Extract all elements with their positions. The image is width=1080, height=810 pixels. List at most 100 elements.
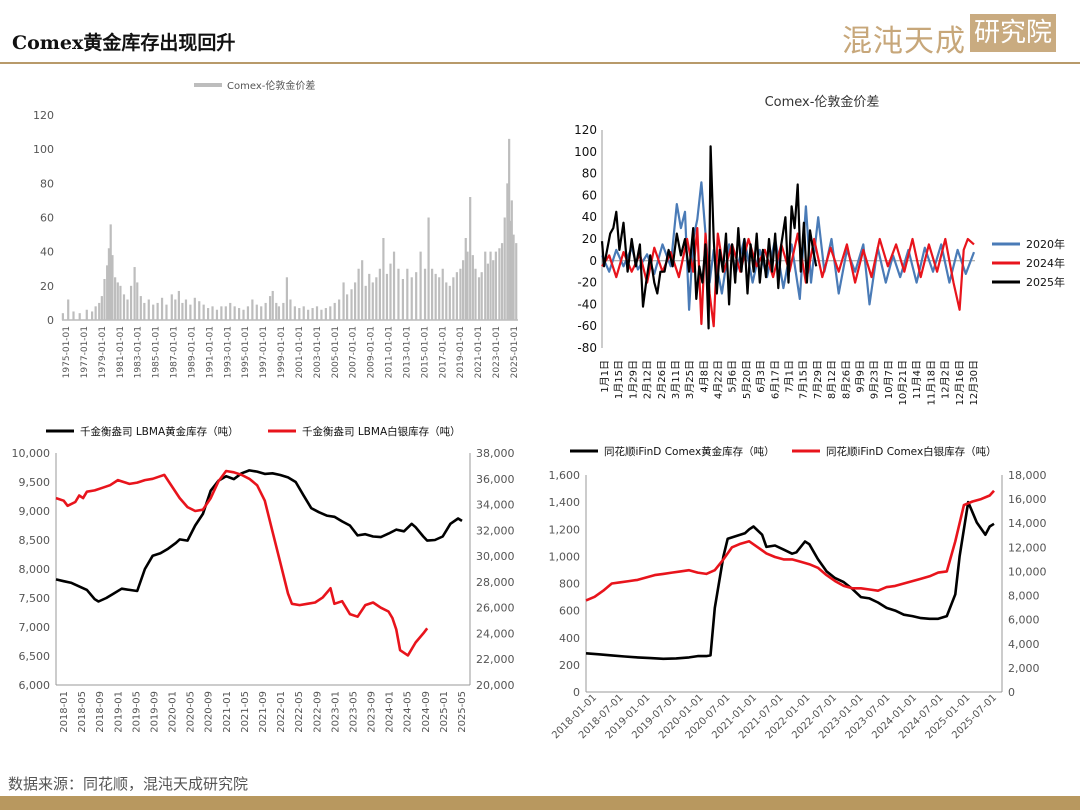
x-tick-label: 10月21日 xyxy=(897,360,909,405)
y-tick-label: 1,600 xyxy=(549,469,581,482)
y2-tick-label: 4,000 xyxy=(1008,638,1040,651)
y-tick-label: 9,000 xyxy=(19,505,51,518)
y2-tick-label: 20,000 xyxy=(476,679,515,692)
series-line xyxy=(585,500,995,661)
x-tick-label: 5月20日 xyxy=(741,360,753,399)
header-divider xyxy=(0,62,1080,64)
y-tick-label: 100 xyxy=(574,145,597,159)
y2-tick-label: 30,000 xyxy=(476,550,515,563)
x-tick-label: 2024-09 xyxy=(421,691,432,733)
x-tick-label: 12月16日 xyxy=(954,360,966,405)
y2-tick-label: 24,000 xyxy=(476,627,515,640)
logo-text: 混沌天成 xyxy=(842,24,966,59)
x-tick-label: 9月9日 xyxy=(854,360,866,393)
y-tick-label: 0 xyxy=(589,254,597,268)
legend-label: 2025年 xyxy=(1026,275,1065,289)
y2-tick-label: 0 xyxy=(1008,686,1015,699)
y-tick-label: 0 xyxy=(47,314,54,327)
y2-tick-label: 38,000 xyxy=(476,447,515,460)
y-tick-label: 600 xyxy=(559,605,580,618)
x-tick-label: 2018-01 xyxy=(59,691,70,733)
legend-label: 2024年 xyxy=(1026,256,1065,270)
x-tick-label: 4月22日 xyxy=(713,360,725,399)
x-tick-label: 2023-01-01 xyxy=(492,326,502,378)
y2-tick-label: 8,000 xyxy=(1008,590,1040,603)
x-tick-label: 6月3日 xyxy=(755,360,767,393)
y-tick-label: -80 xyxy=(577,341,597,355)
x-tick-label: 2022-05 xyxy=(294,691,305,733)
y-tick-label: 20 xyxy=(582,232,597,246)
x-tick-label: 1975-01-01 xyxy=(62,326,72,378)
series-line xyxy=(55,469,463,603)
x-tick-label: 2020-05 xyxy=(186,691,197,733)
legend-label: Comex-伦敦金价差 xyxy=(227,79,315,92)
y-tick-label: 40 xyxy=(582,210,597,224)
y-tick-label: 9,500 xyxy=(19,476,51,489)
x-tick-label: 2007-01-01 xyxy=(349,326,359,378)
x-tick-label: 2018-05 xyxy=(77,691,88,733)
y2-tick-label: 22,000 xyxy=(476,653,515,666)
x-tick-label: 1997-01-01 xyxy=(259,326,269,378)
y-tick-label: 0 xyxy=(573,686,580,699)
y2-tick-label: 36,000 xyxy=(476,473,515,486)
y-tick-label: 80 xyxy=(40,177,54,190)
chart-spread-by-year: Comex-伦敦金价差 120 100 80 60 40 20 0 -20 -40 -60 -80 20… xyxy=(574,94,1065,405)
x-tick-label: 9月23日 xyxy=(869,360,881,399)
legend-label: 同花顺iFinD Comex黄金库存（吨） xyxy=(604,445,775,458)
y-tick-label: 7,500 xyxy=(19,592,51,605)
y-tick-label: 80 xyxy=(582,167,597,181)
y-tick-label: -20 xyxy=(577,276,597,290)
x-tick-label: 1991-01-01 xyxy=(205,326,215,378)
y2-tick-label: 12,000 xyxy=(1008,541,1047,554)
x-tick-label: 2001-01-01 xyxy=(295,326,305,378)
x-tick-label: 2019-05 xyxy=(131,691,142,733)
y-tick-label: 6,500 xyxy=(19,650,51,663)
brand-logo: 混沌天成 研究院 xyxy=(842,14,1057,59)
x-tick-label: 1月15日 xyxy=(613,360,625,399)
y2-tick-label: 6,000 xyxy=(1008,614,1040,627)
chart-title: Comex-伦敦金价差 xyxy=(765,94,880,110)
chart-comex-inventory: 同花顺iFinD Comex黄金库存（吨） 同花顺iFinD Comex白银库存（… xyxy=(549,445,1047,741)
y-tick-label: 400 xyxy=(559,632,580,645)
x-tick-label: 2019-09 xyxy=(149,691,160,733)
x-tick-label: 4月8日 xyxy=(698,360,710,393)
x-tick-label: 2023-09 xyxy=(367,691,378,733)
x-tick-label: 2019-01 xyxy=(113,691,124,733)
x-tick-label: 2024-05 xyxy=(403,691,414,733)
x-tick-label: 7月29日 xyxy=(812,360,824,399)
x-tick-label: 2003-01-01 xyxy=(313,326,323,378)
x-tick-label: 8月26日 xyxy=(840,360,852,399)
x-tick-label: 11月18日 xyxy=(925,360,937,405)
x-tick-label: 2025-05 xyxy=(457,691,468,733)
x-tick-label: 2018-09 xyxy=(95,691,106,733)
x-tick-label: 2005-01-01 xyxy=(331,326,341,378)
y-tick-label: 8,500 xyxy=(19,534,51,547)
x-tick-label: 5月6日 xyxy=(727,360,739,393)
y-tick-label: -40 xyxy=(577,297,597,311)
x-tick-label: 1月1日 xyxy=(599,360,611,393)
x-tick-label: 2025-01-01 xyxy=(510,326,520,378)
y-tick-label: 200 xyxy=(559,659,580,672)
x-tick-label: 2015-01-01 xyxy=(420,326,430,378)
y-tick-label: 120 xyxy=(33,109,54,122)
x-tick-label: 2013-01-01 xyxy=(402,326,412,378)
y2-tick-label: 16,000 xyxy=(1008,493,1047,506)
x-tick-label: 1977-01-01 xyxy=(80,326,90,378)
y2-tick-label: 2,000 xyxy=(1008,662,1040,675)
x-tick-label: 2020-01 xyxy=(168,691,179,733)
x-tick-label: 12月2日 xyxy=(940,360,952,399)
y-tick-label: 1,400 xyxy=(549,496,581,509)
x-tick-label: 6月17日 xyxy=(769,360,781,399)
x-tick-label: 2021-01-01 xyxy=(474,326,484,378)
legend-label: 同花顺iFinD Comex白银库存（吨） xyxy=(826,445,997,458)
chart-spread-history: Comex-伦敦金价差 0 20 40 60 80 100 120 1975-01-01 1977… xyxy=(33,79,520,378)
y-tick-label: -60 xyxy=(577,319,597,333)
y2-tick-label: 10,000 xyxy=(1008,565,1047,578)
legend-label: 千金衡盎司 LBMA白银库存（吨） xyxy=(302,425,461,438)
x-tick-label: 1月29日 xyxy=(627,360,639,399)
x-tick-label: 2月12日 xyxy=(642,360,654,399)
x-tick-label: 2022-01 xyxy=(276,691,287,733)
x-tick-label: 2019-01-01 xyxy=(456,326,466,378)
y-tick-label: 120 xyxy=(574,123,597,137)
x-tick-label: 7月1日 xyxy=(784,360,796,393)
